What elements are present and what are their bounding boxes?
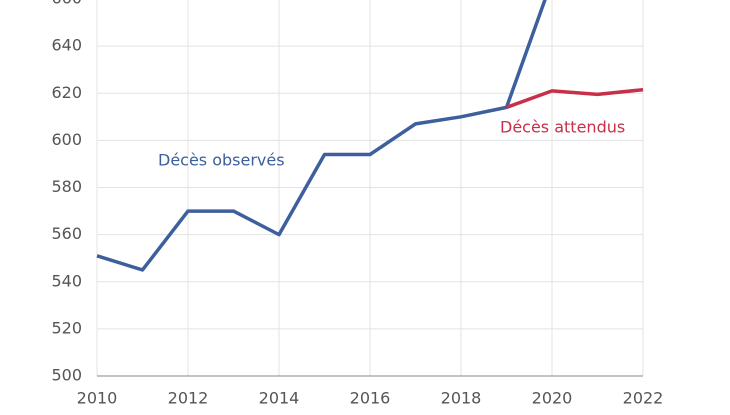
y-tick-label: 620: [51, 83, 82, 102]
x-tick-label: 2018: [441, 389, 482, 408]
series-line: [96, 0, 547, 272]
series-label: Décès observés: [158, 151, 285, 170]
x-tick-label: 2012: [168, 389, 209, 408]
x-tick-label: 2022: [623, 389, 664, 408]
x-tick-label: 2016: [350, 389, 391, 408]
x-tick-label: 2020: [532, 389, 573, 408]
x-tick-label: 2010: [77, 389, 118, 408]
y-tick-label: 660: [51, 0, 82, 8]
x-tick-label: 2014: [259, 389, 300, 408]
y-tick-label: 600: [51, 130, 82, 149]
y-tick-label: 560: [51, 224, 82, 243]
plot-area: [96, 0, 644, 272]
y-tick-label: 580: [51, 177, 82, 196]
y-tick-label: 540: [51, 271, 82, 290]
series-label: Décès attendus: [500, 118, 625, 137]
series-line: [505, 87, 644, 110]
y-tick-label: 520: [51, 318, 82, 337]
y-tick-label: 500: [51, 366, 82, 385]
y-tick-label: 640: [51, 36, 82, 55]
